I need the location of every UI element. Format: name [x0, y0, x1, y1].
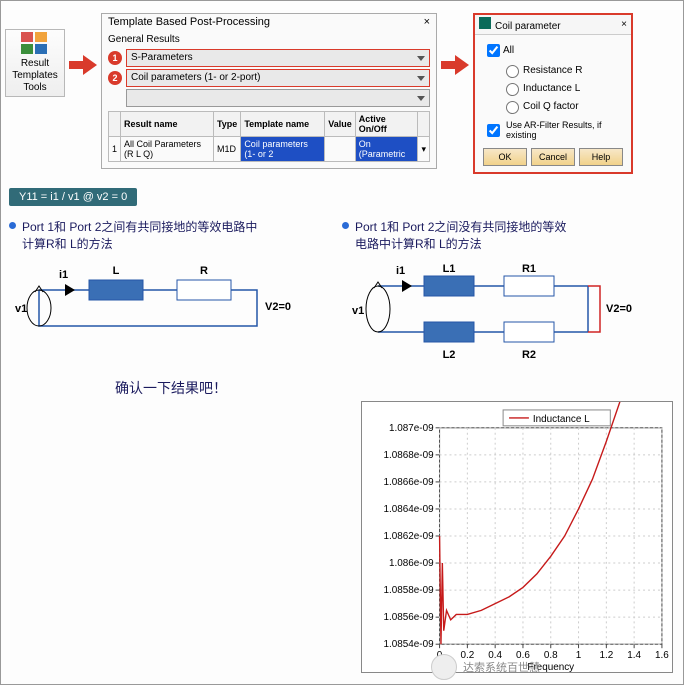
- bullet-icon: [9, 222, 16, 229]
- close-icon[interactable]: ×: [424, 16, 430, 28]
- cancel-button[interactable]: Cancel: [531, 148, 575, 166]
- circuit-1: L Rv1 i1 V2=0: [9, 260, 342, 370]
- col-type[interactable]: Type: [213, 112, 240, 137]
- coil-parameter-dialog: Coil parameter × All Resistance R Induct…: [473, 13, 633, 174]
- close-icon[interactable]: ×: [621, 19, 627, 30]
- circuits-row: L Rv1 i1 V2=0 L1 R1 L2 R2 v1 i1 V2=0: [9, 260, 675, 370]
- label-all: All: [503, 45, 514, 56]
- svg-text:V2=0: V2=0: [265, 301, 291, 313]
- confirm-text: 确认一下结果吧！: [1, 378, 341, 398]
- checkbox-ar-filter[interactable]: [487, 124, 500, 137]
- table-row[interactable]: 1 All Coil Parameters (R L Q) M1D Coil p…: [109, 137, 430, 162]
- ribbon-icon: [21, 32, 49, 56]
- dialog-title: Template Based Post-Processing: [108, 16, 270, 28]
- combo-s-parameters[interactable]: S-Parameters: [126, 49, 430, 67]
- svg-text:0.8: 0.8: [544, 650, 558, 661]
- svg-text:1.087e-09: 1.087e-09: [389, 423, 434, 434]
- svg-text:i1: i1: [59, 269, 68, 281]
- svg-text:1.0862e-09: 1.0862e-09: [383, 531, 434, 542]
- svg-text:V2=0: V2=0: [606, 303, 632, 315]
- svg-text:1.0856e-09: 1.0856e-09: [383, 612, 434, 623]
- svg-text:R2: R2: [522, 349, 536, 361]
- svg-text:L2: L2: [443, 349, 456, 361]
- left-desc-1: Port 1和 Port 2之间有共同接地的等效电路中: [22, 218, 257, 235]
- watermark-icon: [431, 654, 457, 680]
- inductance-chart: 1.0854e-09 1.0856e-09 1.0858e-09 1.086e-09 1…: [361, 401, 673, 673]
- svg-text:1.2: 1.2: [599, 650, 613, 661]
- arrow-icon: [441, 55, 469, 75]
- arrow-icon: [69, 55, 97, 75]
- watermark: 达索系统百世慧: [431, 654, 540, 680]
- svg-text:Inductance L: Inductance L: [533, 414, 590, 425]
- ribbon-text: Tools: [23, 82, 46, 94]
- svg-text:1: 1: [576, 650, 582, 661]
- combo-coil-parameters[interactable]: Coil parameters (1- or 2-port): [126, 69, 430, 87]
- result-table: Result name Type Template name Value Act…: [108, 111, 430, 162]
- top-row: Result Templates Tools Template Based Po…: [1, 1, 683, 174]
- formula-badge: Y11 = i1 / v1 @ v2 = 0: [9, 188, 137, 206]
- svg-text:1.4: 1.4: [627, 650, 641, 661]
- col-value[interactable]: Value: [325, 112, 356, 137]
- section-label: General Results: [108, 34, 430, 45]
- svg-text:1.0858e-09: 1.0858e-09: [383, 585, 434, 596]
- svg-text:1.086e-09: 1.086e-09: [389, 558, 434, 569]
- bullet-icon: [342, 222, 349, 229]
- col-template-name[interactable]: Template name: [241, 112, 325, 137]
- svg-text:i1: i1: [396, 265, 405, 277]
- svg-text:R: R: [200, 265, 208, 277]
- circuit-2: L1 R1 L2 R2 v1 i1 V2=0: [342, 260, 675, 370]
- svg-text:L: L: [113, 265, 120, 277]
- svg-text:1.0866e-09: 1.0866e-09: [383, 477, 434, 488]
- radio-resistance[interactable]: [506, 65, 519, 78]
- svg-text:1.0868e-09: 1.0868e-09: [383, 450, 434, 461]
- template-dialog: Template Based Post-Processing × General…: [101, 13, 437, 169]
- ribbon-text: Templates: [12, 70, 58, 82]
- app-icon: [479, 17, 491, 29]
- right-desc-1: Port 1和 Port 2之间没有共同接地的等效: [355, 218, 566, 235]
- ok-button[interactable]: OK: [483, 148, 527, 166]
- svg-text:1.0864e-09: 1.0864e-09: [383, 504, 434, 515]
- col-result-name[interactable]: Result name: [121, 112, 214, 137]
- svg-text:v1: v1: [15, 303, 27, 315]
- step-badge-1: 1: [108, 51, 122, 65]
- ribbon-text: Result: [21, 58, 49, 70]
- col-active[interactable]: Active On/Off: [355, 112, 418, 137]
- step-badge-2: 2: [108, 71, 122, 85]
- checkbox-all[interactable]: [487, 44, 500, 57]
- result-templates-button[interactable]: Result Templates Tools: [5, 29, 65, 97]
- svg-text:L1: L1: [443, 263, 456, 275]
- svg-text:1.6: 1.6: [655, 650, 669, 661]
- dialog-title: Coil parameter: [495, 21, 561, 32]
- svg-text:R1: R1: [522, 263, 536, 275]
- left-desc-2: 计算R和 L的方法: [9, 235, 342, 252]
- description-row: Port 1和 Port 2之间有共同接地的等效电路中 计算R和 L的方法 Po…: [9, 218, 675, 252]
- svg-text:v1: v1: [352, 305, 364, 317]
- right-desc-2: 电路中计算R和 L的方法: [342, 235, 675, 252]
- help-button[interactable]: Help: [579, 148, 623, 166]
- combo-empty[interactable]: [126, 89, 430, 107]
- radio-inductance[interactable]: [506, 83, 519, 96]
- radio-q-factor[interactable]: [506, 101, 519, 114]
- svg-text:1.0854e-09: 1.0854e-09: [383, 639, 434, 650]
